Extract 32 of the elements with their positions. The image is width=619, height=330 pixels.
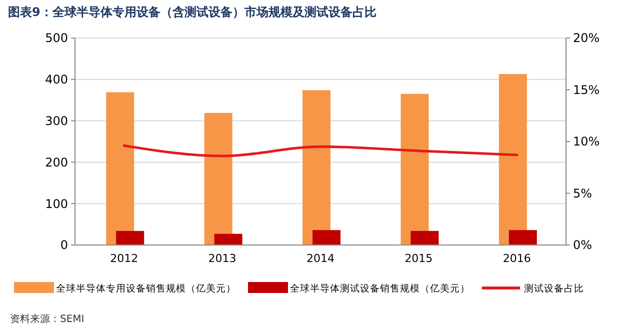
bar <box>214 234 242 245</box>
legend-label: 测试设备占比 <box>524 282 584 294</box>
y-tick-label: 400 <box>45 72 68 87</box>
x-tick-label: 2014 <box>306 252 334 265</box>
bar <box>498 74 527 245</box>
x-tick-label: 2016 <box>502 252 531 265</box>
y2-tick-label: 0% <box>573 238 592 252</box>
y2-tick-label: 5% <box>573 186 592 200</box>
bar <box>410 230 439 245</box>
legend-label: 全球半导体专用设备销售规模（亿美元） <box>56 282 236 294</box>
y-tick-label: 200 <box>45 155 68 170</box>
y-tick-label: 100 <box>45 196 68 211</box>
x-tick-label: 2013 <box>208 252 236 265</box>
bar <box>312 230 340 245</box>
chart-title: 图表9：全球半导体专用设备（含测试设备）市场规模及测试设备占比 <box>8 5 376 19</box>
x-tick-label: 2012 <box>110 252 138 265</box>
bar <box>106 92 134 245</box>
bar <box>116 230 144 245</box>
x-tick-label: 2015 <box>404 252 433 265</box>
y-tick-label: 300 <box>45 114 68 128</box>
bar <box>302 90 330 245</box>
y-tick-label: 0 <box>60 238 68 252</box>
y2-tick-label: 10% <box>573 134 600 149</box>
legend-label: 全球半导体测试设备销售规模（亿美元） <box>290 282 470 294</box>
y2-tick-label: 20% <box>573 31 600 46</box>
line-series <box>122 144 518 158</box>
bar <box>508 230 537 245</box>
y-tick-label: 500 <box>45 31 68 46</box>
bar <box>204 112 232 245</box>
y2-tick-label: 15% <box>573 82 600 97</box>
text: 资料来源：SEMI <box>10 313 84 325</box>
bar <box>400 94 429 245</box>
